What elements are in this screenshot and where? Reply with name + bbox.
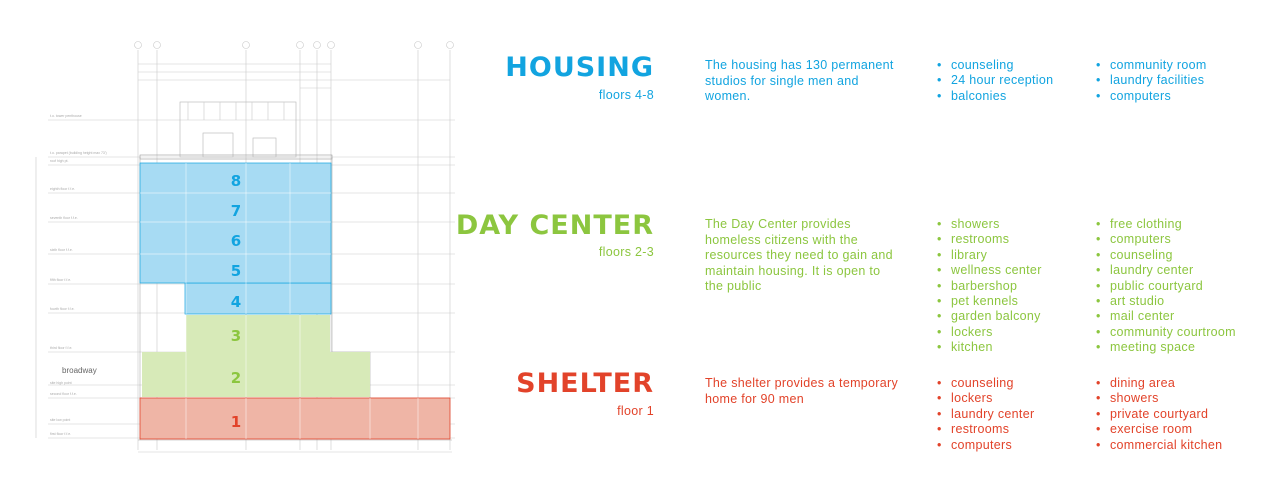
list-item: showers <box>937 217 1042 232</box>
housing-title: HOUSING <box>505 52 654 83</box>
block-interior-lines <box>140 163 419 439</box>
list-item: kitchen <box>937 340 1042 355</box>
shelter-block <box>139 397 451 440</box>
shelter-amenities-list-b: dining area showers private courtyard ex… <box>1096 376 1222 453</box>
list-item: computers <box>1096 89 1207 104</box>
list-item: balconies <box>937 89 1053 104</box>
list-item: restrooms <box>937 232 1042 247</box>
list-item: counseling <box>937 376 1034 391</box>
svg-text:fifth floor f.f.e.: fifth floor f.f.e. <box>50 278 71 282</box>
svg-text:roof high pt.: roof high pt. <box>50 159 69 163</box>
list-item: library <box>937 248 1042 263</box>
list-item: laundry facilities <box>1096 73 1207 88</box>
svg-text:t.o. parapet (building height: t.o. parapet (building height max 73') <box>50 151 107 155</box>
svg-text:site high point: site high point <box>50 381 72 385</box>
list-item: wellness center <box>937 263 1042 278</box>
day-center-blocks <box>142 315 370 397</box>
shelter-amenities-list-a: counseling lockers laundry center restro… <box>937 376 1034 453</box>
list-item: restrooms <box>937 422 1034 437</box>
floor-label-3: 3 <box>231 327 241 345</box>
svg-text:third floor f.f.e.: third floor f.f.e. <box>50 346 72 350</box>
floor-label-6: 6 <box>231 232 241 250</box>
housing-amenities-list-b: community room laundry facilities comput… <box>1096 58 1207 104</box>
list-item: computers <box>1096 232 1236 247</box>
list-item: exercise room <box>1096 422 1222 437</box>
list-item: dining area <box>1096 376 1222 391</box>
floor-label-5: 5 <box>231 262 241 280</box>
floor-label-8: 8 <box>231 172 241 190</box>
list-item: counseling <box>937 58 1053 73</box>
housing-description: The housing has 130 permanent studios fo… <box>705 58 894 103</box>
floor-label-7: 7 <box>231 202 241 220</box>
list-item: lockers <box>937 325 1042 340</box>
list-item: mail center <box>1096 309 1236 324</box>
list-item: lockers <box>937 391 1034 406</box>
list-item: showers <box>1096 391 1222 406</box>
list-item: art studio <box>1096 294 1236 309</box>
list-item: barbershop <box>937 279 1042 294</box>
list-item: laundry center <box>1096 263 1236 278</box>
day-center-description: The Day Center provides homeless citizen… <box>705 217 893 293</box>
list-item: community courtroom <box>1096 325 1236 340</box>
housing-amenities-list-a: counseling 24 hour reception balconies <box>937 58 1053 104</box>
housing-subtitle: floors 4-8 <box>598 88 654 102</box>
svg-text:t.o. tower penthouse: t.o. tower penthouse <box>50 114 82 118</box>
tiny-annotations: t.o. tower penthouse t.o. parapet (build… <box>50 114 107 436</box>
list-item: free clothing <box>1096 217 1236 232</box>
shelter-description: The shelter provides a temporary home fo… <box>705 376 899 406</box>
floor-label-2: 2 <box>231 369 241 387</box>
housing-blocks <box>139 162 332 315</box>
shelter-subtitle: floor 1 <box>617 404 654 418</box>
svg-text:eighth floor f.f.e.: eighth floor f.f.e. <box>50 187 75 191</box>
list-item: commercial kitchen <box>1096 438 1222 453</box>
building-section-diagram: t.o. tower penthouse t.o. parapet (build… <box>35 41 455 453</box>
svg-text:seventh floor f.f.e.: seventh floor f.f.e. <box>50 216 78 220</box>
list-item: 24 hour reception <box>937 73 1053 88</box>
shelter-title: SHELTER <box>516 368 654 399</box>
floor-label-4: 4 <box>231 293 241 311</box>
list-item: garden balcony <box>937 309 1042 324</box>
floor-label-1: 1 <box>231 413 241 431</box>
list-item: computers <box>937 438 1034 453</box>
day-center-subtitle: floors 2-3 <box>598 245 654 259</box>
svg-text:first floor f.f.e.: first floor f.f.e. <box>50 432 71 436</box>
list-item: laundry center <box>937 407 1034 422</box>
svg-text:fourth floor f.f.e.: fourth floor f.f.e. <box>50 307 75 311</box>
list-item: private courtyard <box>1096 407 1222 422</box>
street-label: broadway <box>62 366 97 375</box>
svg-text:second floor f.f.e.: second floor f.f.e. <box>50 392 77 396</box>
list-item: public courtyard <box>1096 279 1236 294</box>
svg-text:site low point: site low point <box>50 418 70 422</box>
day-center-title: DAY CENTER <box>455 210 654 241</box>
list-item: pet kennels <box>937 294 1042 309</box>
day-center-amenities-list-b: free clothing computers counseling laund… <box>1096 217 1236 356</box>
list-item: counseling <box>1096 248 1236 263</box>
svg-text:sixth floor f.f.e.: sixth floor f.f.e. <box>50 248 73 252</box>
list-item: meeting space <box>1096 340 1236 355</box>
day-center-amenities-list-a: showers restrooms library wellness cente… <box>937 217 1042 356</box>
list-item: community room <box>1096 58 1207 73</box>
